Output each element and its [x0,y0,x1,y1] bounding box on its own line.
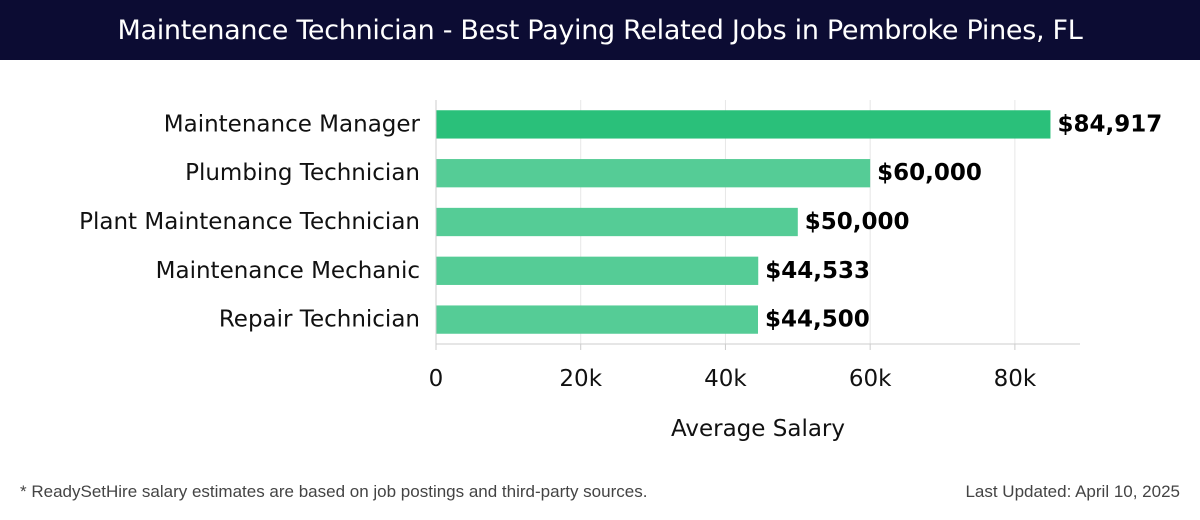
data-label: $50,000 [805,209,910,235]
x-tick-label: 80k [994,366,1037,392]
category-label: Plant Maintenance Technician [79,209,420,235]
category-label: Repair Technician [219,307,420,333]
x-tick-label: 0 [429,366,444,392]
data-label: $60,000 [877,160,982,186]
category-label: Maintenance Mechanic [156,258,420,284]
bar [436,110,1051,139]
last-updated: Last Updated: April 10, 2025 [965,482,1180,501]
salary-bar-chart: $84,917 $60,000 $50,000 $44,533 $44,500 0 20k… [79,100,1162,442]
page-title: Maintenance Technician - Best Paying Rel… [117,14,1083,46]
data-label: $44,500 [765,307,870,333]
category-label: Maintenance Manager [164,111,421,137]
footnote: * ReadySetHire salary estimates are base… [20,482,648,501]
bar [436,207,798,237]
data-label: $84,917 [1057,111,1162,137]
x-tick-label: 40k [704,366,747,392]
bar [436,256,759,285]
data-label: $44,533 [765,258,870,284]
category-label: Plumbing Technician [185,160,420,186]
bars: $84,917 $60,000 $50,000 $44,533 $44,500 [436,110,1162,334]
bar [436,159,871,188]
axes: 0 20k 40k 60k 80k Maintenance Manager Plumbing… [79,100,1080,442]
bar [436,305,758,334]
x-tick-label: 20k [559,366,602,392]
title-bar: Maintenance Technician - Best Paying Rel… [0,0,1200,60]
x-axis-title: Average Salary [671,416,845,442]
x-tick-label: 60k [849,366,892,392]
